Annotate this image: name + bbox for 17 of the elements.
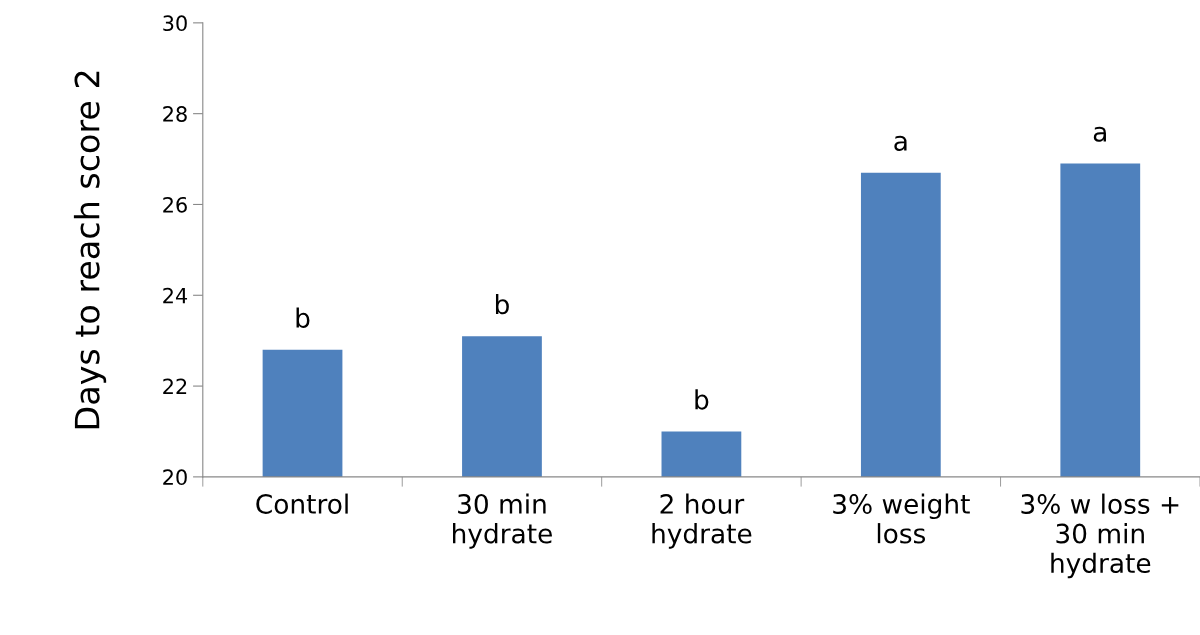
y-tick-label: 30 bbox=[163, 15, 187, 32]
y-tick-label: 28 bbox=[163, 106, 187, 122]
data-label: b bbox=[495, 293, 509, 315]
x-tick-label: 3% weight loss bbox=[833, 493, 970, 544]
data-label: a bbox=[894, 135, 907, 151]
x-tick-label: 3% w loss + 30 min hydrate bbox=[1021, 493, 1179, 579]
x-tick-label: 30 min hydrate bbox=[453, 493, 552, 549]
data-label: b bbox=[296, 307, 310, 328]
y-tick-label: 24 bbox=[163, 287, 188, 304]
x-tick-label: Control bbox=[256, 493, 348, 514]
x-tick-label: 2 hour hydrate bbox=[652, 493, 752, 549]
y-axis-title: Days to reach score 2 bbox=[73, 71, 107, 429]
y-tick-label: 20 bbox=[163, 469, 187, 486]
data-label: a bbox=[1093, 126, 1106, 142]
y-tick-label: 26 bbox=[163, 196, 187, 213]
data-label: b bbox=[695, 389, 709, 410]
y-tick-label: 22 bbox=[163, 378, 187, 394]
